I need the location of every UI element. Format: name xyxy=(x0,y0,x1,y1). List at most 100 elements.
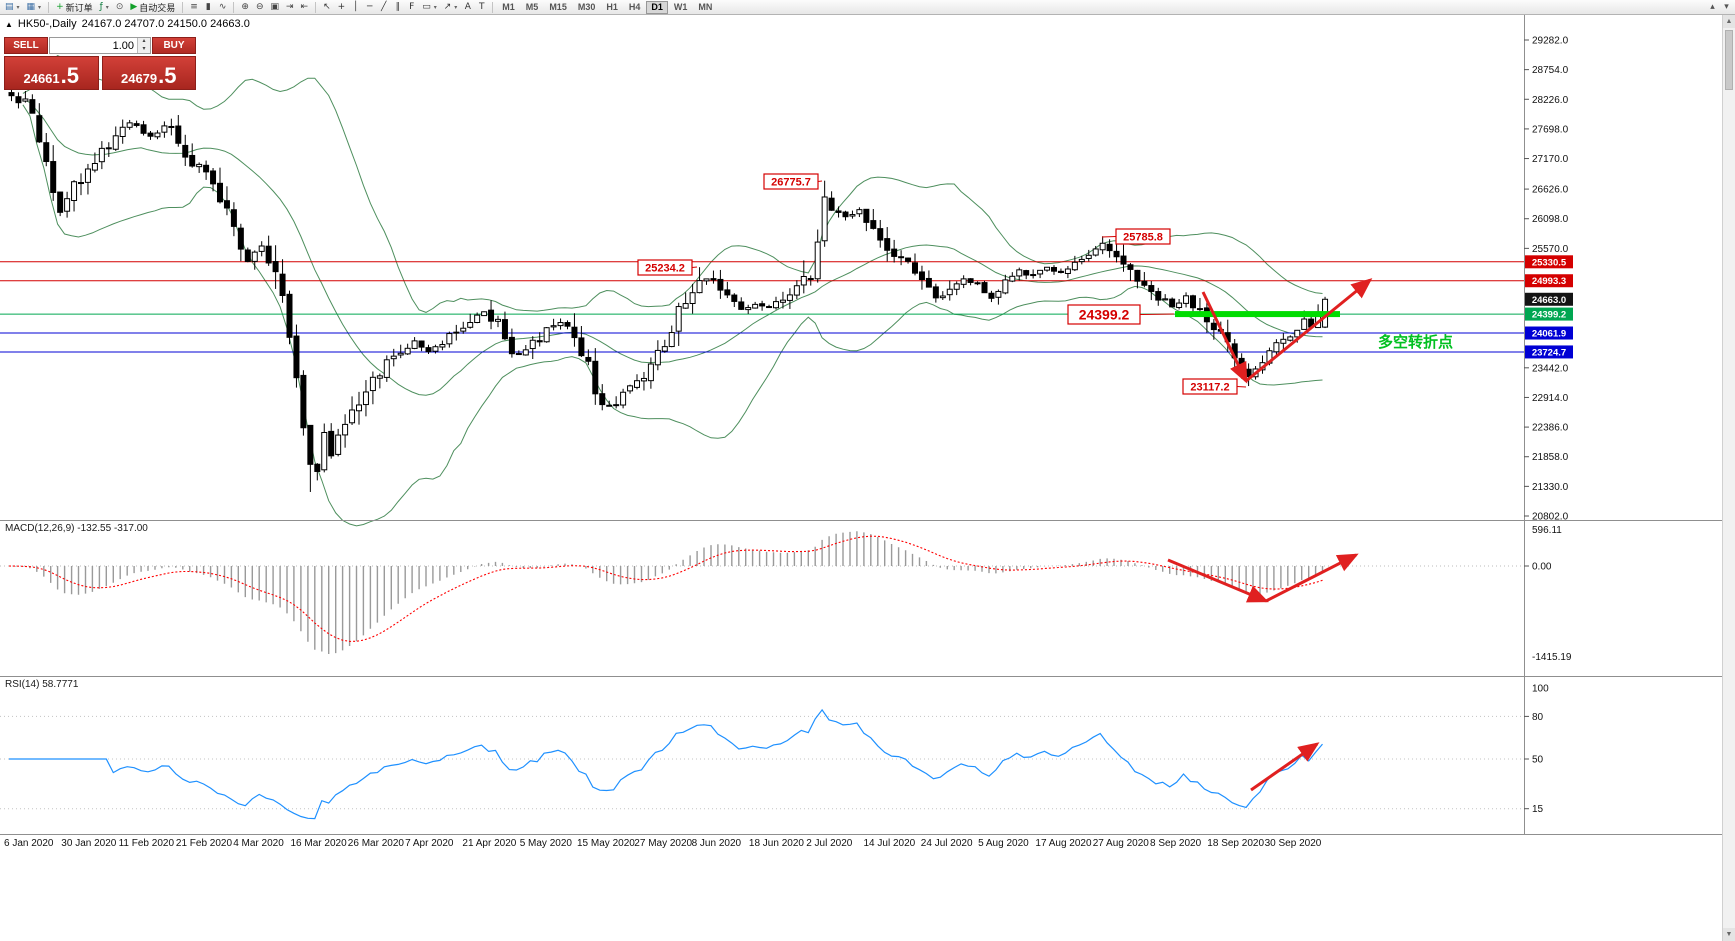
bar-chart-icon[interactable]: ≡ xyxy=(187,1,201,14)
timeframe-d1-button[interactable]: D1 xyxy=(646,0,668,14)
line-chart-icon[interactable]: ∿ xyxy=(216,1,230,14)
channel-tool-button[interactable]: ∥ xyxy=(391,1,404,14)
sell-button[interactable]: SELL xyxy=(4,37,48,54)
scrollbar-track[interactable] xyxy=(1723,90,1735,928)
svg-text:30 Sep 2020: 30 Sep 2020 xyxy=(1265,838,1322,849)
sell-price-button[interactable]: 24661.5 xyxy=(4,56,99,90)
volume-up-button[interactable]: ▴ xyxy=(138,38,150,46)
toolbar-separator xyxy=(233,1,235,13)
svg-text:27170.0: 27170.0 xyxy=(1532,154,1569,165)
auto-scroll-button[interactable]: ⇥ xyxy=(283,1,297,14)
text-tool-button[interactable]: A xyxy=(461,1,474,14)
text-label-tool-icon: T xyxy=(479,1,485,12)
svg-text:23117.2: 23117.2 xyxy=(1190,382,1229,394)
svg-text:29282.0: 29282.0 xyxy=(1532,36,1569,47)
line-chart-icon-icon: ∿ xyxy=(218,1,227,12)
svg-text:27698.0: 27698.0 xyxy=(1532,124,1569,135)
trendline-tool-button[interactable]: ╱ xyxy=(377,1,390,14)
volume-input[interactable] xyxy=(50,38,137,53)
scroll-down-icon[interactable]: ▼ xyxy=(1723,928,1735,941)
auto-scroll-icon: ⇥ xyxy=(286,1,294,12)
timeframe-m30-button[interactable]: M30 xyxy=(577,2,596,12)
shapes-tool-button[interactable]: ▭ ▾ xyxy=(419,1,440,14)
new-order-button[interactable]: + 新订单 xyxy=(53,1,96,14)
toolbar-separator xyxy=(182,1,184,13)
callout-box[interactable] xyxy=(1115,228,1171,245)
chart-profiles-button[interactable]: ▦ ▾ xyxy=(24,1,45,14)
arrow-object-icon: ↗ xyxy=(443,1,452,12)
autotrading-icon: ▶ xyxy=(130,1,138,12)
vertical-line-tool-button[interactable]: │ xyxy=(349,1,362,14)
symbol-collapse-icon[interactable]: ▲ xyxy=(5,19,13,29)
svg-text:24993.3: 24993.3 xyxy=(1532,276,1566,287)
timeframe-mn-button[interactable]: MN xyxy=(698,2,713,12)
svg-text:2 Jul 2020: 2 Jul 2020 xyxy=(806,838,853,849)
autotrading-button[interactable]: ▶ 自动交易 xyxy=(127,1,178,14)
scroll-up-icon[interactable]: ▲ xyxy=(1723,15,1735,28)
timeframe-w1-button[interactable]: W1 xyxy=(673,2,688,12)
toolbar-overflow-up-icon: ▴ xyxy=(1710,1,1715,12)
trend-arrows[interactable] xyxy=(1167,278,1373,792)
svg-text:24663.0: 24663.0 xyxy=(1532,295,1566,306)
tile-windows-button[interactable]: ▣ xyxy=(267,1,282,14)
svg-text:5 Aug 2020: 5 Aug 2020 xyxy=(978,838,1029,849)
symbol-title: HK50-,Daily xyxy=(17,18,77,30)
panel-separators xyxy=(0,15,1722,835)
callout-box[interactable] xyxy=(1067,304,1141,325)
horizontal-level-lines[interactable] xyxy=(0,261,1524,353)
toolbar-overflow-down-button[interactable]: ▾ xyxy=(1720,1,1733,14)
svg-text:23724.7: 23724.7 xyxy=(1532,347,1566,358)
toolbar-overflow-up-button[interactable]: ▴ xyxy=(1706,1,1719,14)
timeframe-h1-button[interactable]: H1 xyxy=(606,2,618,12)
svg-text:26098.0: 26098.0 xyxy=(1532,214,1569,225)
horizontal-line-tool-button[interactable]: ─ xyxy=(363,1,376,14)
alerts-button[interactable]: ⊙ xyxy=(113,1,127,14)
svg-text:21 Feb 2020: 21 Feb 2020 xyxy=(176,838,233,849)
svg-text:25234.2: 25234.2 xyxy=(645,263,685,275)
support-highlight-bar[interactable] xyxy=(1175,311,1340,318)
timeframe-m15-button[interactable]: M15 xyxy=(549,2,567,12)
svg-text:23442.0: 23442.0 xyxy=(1532,363,1569,374)
callout-box[interactable] xyxy=(763,173,819,190)
volume-down-button[interactable]: ▾ xyxy=(138,45,150,53)
cursor-tool-button[interactable]: ↖ xyxy=(320,1,334,14)
svg-text:50: 50 xyxy=(1532,755,1544,766)
indicator-list-button[interactable]: ƒ ▾ xyxy=(97,1,112,14)
candle-chart-icon[interactable]: ▮ xyxy=(202,1,215,14)
turning-point-annotation[interactable]: 多空转折点 xyxy=(1378,333,1453,351)
fibonacci-tool-button[interactable]: F xyxy=(405,1,418,14)
new-chart-button[interactable]: ▤ ▾ xyxy=(2,1,23,14)
price-axis[interactable]: 29282.0 28754.0 28226.0 27698.0 27170.0 26626… xyxy=(1524,36,1573,523)
svg-text:5 May 2020: 5 May 2020 xyxy=(520,838,573,849)
symbol-ohlc-line: ▲ HK50-,Daily 24167.0 24707.0 24150.0 24… xyxy=(5,18,250,30)
callout-box[interactable] xyxy=(637,259,693,276)
crosshair-tool-button[interactable]: + xyxy=(335,1,349,14)
zoom-in-button[interactable]: ⊕ xyxy=(238,1,252,14)
svg-text:24 Jul 2020: 24 Jul 2020 xyxy=(921,838,973,849)
macd-histogram xyxy=(15,531,1324,654)
horizontal-line-tool-icon: ─ xyxy=(366,1,373,12)
timeframe-h4-button[interactable]: H4 xyxy=(628,2,641,12)
buy-price-button[interactable]: 24679.5 xyxy=(101,56,196,90)
scrollbar-thumb[interactable] xyxy=(1725,30,1733,90)
vertical-scrollbar[interactable]: ▲ ▼ xyxy=(1722,15,1735,941)
chart-shift-button[interactable]: ⇤ xyxy=(298,1,312,14)
toolbar-separator xyxy=(492,1,494,13)
zoom-out-button[interactable]: ⊖ xyxy=(253,1,267,14)
timeframe-m1-button[interactable]: M1 xyxy=(502,2,515,12)
buy-button[interactable]: BUY xyxy=(152,37,196,54)
caret-down-icon: ▾ xyxy=(38,4,42,11)
tile-windows-icon: ▣ xyxy=(270,1,279,12)
text-label-tool-button[interactable]: T xyxy=(475,1,488,14)
callout-box[interactable] xyxy=(1182,378,1238,395)
timeframe-m5-button[interactable]: M5 xyxy=(525,2,539,12)
sell-price-main: 24661 xyxy=(23,70,60,86)
channel-tool-icon: ∥ xyxy=(395,1,400,12)
price-callouts[interactable]: 26775.7 25785.8 25234.2 24399.2 23117.2 xyxy=(637,173,1247,395)
fibonacci-tool-icon: F xyxy=(409,1,415,12)
time-axis[interactable]: 6 Jan 2020 30 Jan 2020 11 Feb 2020 21 Feb 2… xyxy=(4,838,1322,849)
svg-text:15: 15 xyxy=(1532,804,1544,815)
arrow-object-button[interactable]: ↗ ▾ xyxy=(441,1,461,14)
svg-text:20802.0: 20802.0 xyxy=(1532,512,1569,523)
